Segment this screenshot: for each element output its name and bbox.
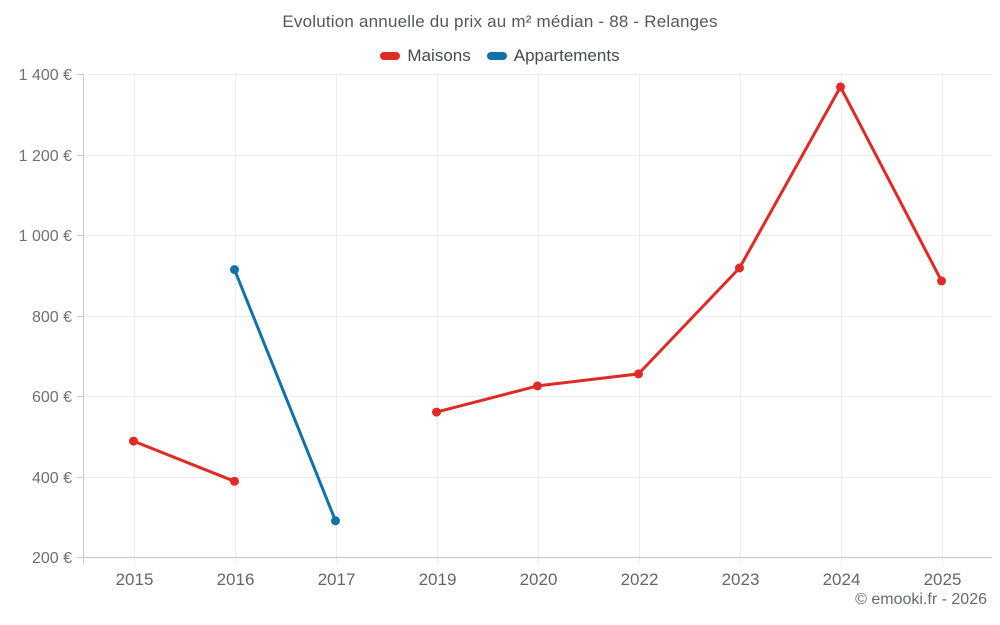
x-axis-tick-label: 2015 [116, 570, 154, 589]
y-axis-tick-label: 600 € [32, 389, 72, 406]
x-axis-tick-label: 2023 [722, 570, 760, 589]
legend-swatch-appartements [486, 52, 507, 60]
data-point-maisons-2025[interactable] [937, 276, 946, 286]
data-point-appartements-2017[interactable] [331, 516, 340, 526]
chart-title: Evolution annuelle du prix au m² médian … [282, 12, 718, 31]
data-point-maisons-2024[interactable] [836, 82, 845, 92]
y-axis-tick-label: 1 200 € [19, 148, 72, 165]
data-point-appartements-2016[interactable] [230, 265, 239, 275]
y-axis-tick-label: 200 € [32, 550, 72, 567]
x-axis-tick-label: 2022 [621, 570, 659, 589]
y-axis-tick-label: 1 000 € [19, 228, 72, 245]
legend-label-maisons: Maisons [407, 46, 471, 65]
data-point-maisons-2023[interactable] [735, 263, 744, 273]
y-axis-tick-label: 400 € [32, 470, 72, 487]
series-line-appartements [233, 268, 337, 523]
y-axis-tick-label: 800 € [32, 309, 72, 326]
legend-swatch-maisons [380, 52, 401, 60]
data-point-maisons-2020[interactable] [533, 381, 542, 391]
x-axis-tick-label: 2016 [217, 570, 255, 589]
data-point-maisons-2019[interactable] [432, 407, 441, 417]
legend-label-appartements: Appartements [513, 46, 620, 65]
x-axis-tick-label: 2024 [823, 570, 861, 589]
y-axis-tick-label: 1 400 € [19, 67, 72, 84]
x-axis-tick-label: 2017 [318, 570, 356, 589]
x-axis-tick-label: 2019 [419, 570, 457, 589]
chart-legend: Maisons Appartements [0, 46, 1000, 66]
series-line-maisons [132, 85, 943, 483]
legend-item-appartements[interactable]: Appartements [486, 46, 620, 66]
legend-item-maisons[interactable]: Maisons [380, 46, 471, 66]
x-axis-tick-label: 2020 [520, 570, 558, 589]
data-point-maisons-2016[interactable] [230, 476, 239, 486]
data-point-maisons-2015[interactable] [129, 436, 138, 446]
x-axis-tick-label: 2025 [924, 570, 962, 589]
data-point-maisons-2022[interactable] [634, 369, 643, 379]
credit-link[interactable]: © emooki.fr - 2026 [855, 591, 987, 608]
